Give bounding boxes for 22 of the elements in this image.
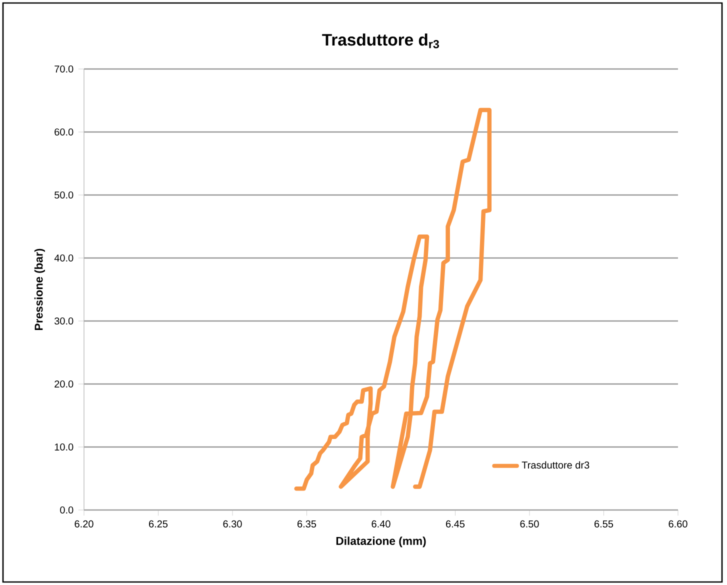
legend-label: Trasduttore dr3 [522,461,590,469]
line-series [294,108,492,491]
x-tick-label: 6.40 [372,520,390,528]
y-tick-label: 10.0 [54,443,74,451]
y-tick-label: 50.0 [54,191,74,199]
x-axis-title: Dilatazione (mm) [336,536,426,548]
x-tick-label: 6.60 [668,520,688,528]
y-tick-label: 20.0 [54,380,74,388]
x-tick-label: 6.50 [520,520,539,528]
x-tick-label: 6.55 [594,520,614,528]
x-tick-label: 6.45 [446,520,465,528]
y-tick-label: 40.0 [54,254,74,262]
y-tick-label: 60.0 [54,128,74,136]
y-tick-label: 70.0 [54,65,74,73]
y-tick-label: 30.0 [54,317,74,325]
y-axis-title: Pressione (bar) [34,248,45,330]
chart-title: Trasduttore d$_{r3}$ [322,33,440,48]
y-tick-label: 0.0 [60,506,74,514]
x-tick-label: 6.20 [74,520,94,528]
x-tick-label: 6.35 [298,520,316,528]
x-tick-label: 6.25 [149,520,168,528]
x-tick-label: 6.30 [223,520,242,528]
